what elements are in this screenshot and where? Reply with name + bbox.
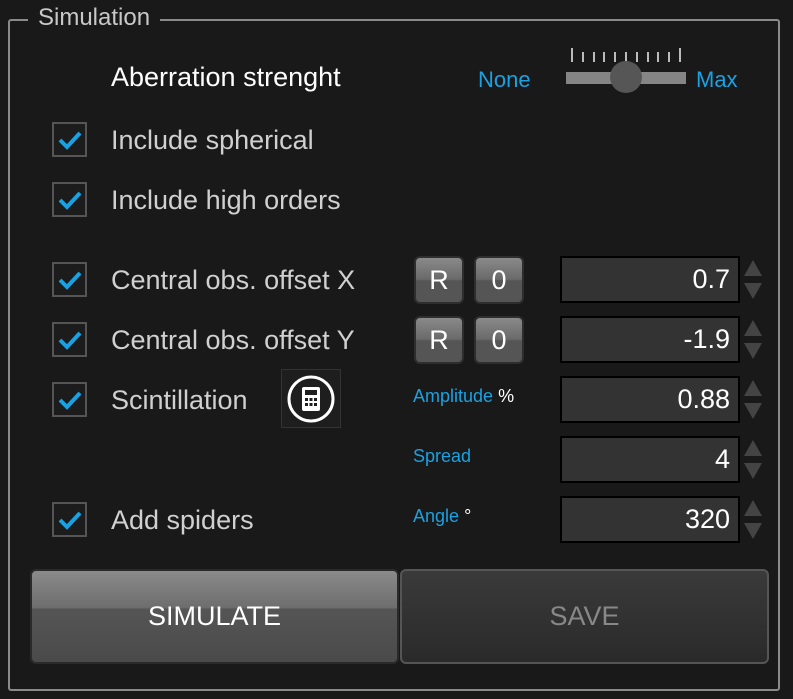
scintillation-calculator-button[interactable] [281, 369, 341, 428]
amplitude-unit: % [498, 386, 515, 406]
checkbox-5[interactable] [52, 502, 87, 537]
amplitude-label: Amplitude % [413, 386, 514, 407]
amplitude-label-text: Amplitude [413, 386, 494, 406]
slider-tick [668, 52, 671, 62]
spin-arrows-icon[interactable] [742, 376, 764, 423]
slider-min-label: None [478, 67, 531, 92]
checkmark-icon [58, 191, 81, 210]
offset-x-zero-button[interactable]: 0 [474, 256, 524, 304]
slider-tick [571, 48, 573, 62]
slider-tick [679, 48, 681, 62]
slider-tick [657, 52, 660, 62]
slider-thumb[interactable] [610, 61, 642, 93]
checkmark-icon [58, 391, 81, 410]
spread-label: Spread [413, 446, 472, 466]
checkbox-label: Add spiders [111, 505, 254, 535]
slider-tick [646, 52, 649, 62]
checkbox-4[interactable] [52, 382, 87, 417]
slider-tick [614, 52, 617, 62]
offset-x-input[interactable]: 0.7 [560, 256, 740, 303]
angle-unit: ° [464, 506, 472, 526]
checkbox-label: Include high orders [111, 185, 341, 215]
spread-input[interactable]: 4 [560, 436, 740, 483]
slider-max-label: Max [696, 67, 738, 92]
slider-tick [592, 52, 595, 62]
checkbox-3[interactable] [52, 322, 87, 357]
offset-y-zero-button[interactable]: 0 [474, 316, 524, 364]
spin-arrows-icon[interactable] [742, 256, 764, 303]
checkbox-label: Central obs. offset Y [111, 325, 355, 355]
calculator-icon [287, 375, 335, 422]
slider-tick [625, 52, 627, 62]
checkbox-0[interactable] [52, 122, 87, 157]
checkbox-1[interactable] [52, 182, 87, 217]
angle-input[interactable]: 320 [560, 496, 740, 543]
checkbox-label: Central obs. offset X [111, 265, 356, 295]
slider-tick [581, 52, 584, 62]
spin-arrows-icon[interactable] [742, 316, 764, 363]
spin-arrows-icon[interactable] [742, 436, 764, 483]
checkmark-icon [58, 511, 81, 530]
offset-y-input[interactable]: -1.9 [560, 316, 740, 363]
checkmark-icon [58, 331, 81, 350]
slider-tick [603, 52, 606, 62]
checkbox-2[interactable] [52, 262, 87, 297]
spin-arrows-icon[interactable] [742, 496, 764, 543]
offset-y-reset-button[interactable]: R [414, 316, 464, 364]
angle-label: Angle ° [413, 506, 471, 527]
amplitude-spinner[interactable] [742, 376, 764, 423]
simulation-group [8, 19, 780, 691]
offset-x-reset-button[interactable]: R [414, 256, 464, 304]
amplitude-input[interactable]: 0.88 [560, 376, 740, 423]
slider-ticks [571, 48, 681, 62]
aberration-slider[interactable] [566, 46, 686, 96]
aberration-label: Aberration strenght [111, 62, 341, 92]
angle-spinner[interactable] [742, 496, 764, 543]
offset-y-spinner[interactable] [742, 316, 764, 363]
checkbox-label: Include spherical [111, 125, 314, 155]
angle-label-text: Angle [413, 506, 460, 526]
checkmark-icon [58, 131, 81, 150]
group-title: Simulation [28, 4, 161, 32]
checkmark-icon [58, 271, 81, 290]
save-button[interactable]: SAVE [400, 569, 769, 664]
checkbox-label: Scintillation [111, 385, 248, 415]
offset-x-spinner[interactable] [742, 256, 764, 303]
slider-tick [635, 52, 638, 62]
simulate-button[interactable]: SIMULATE [30, 569, 399, 664]
spread-spinner[interactable] [742, 436, 764, 483]
